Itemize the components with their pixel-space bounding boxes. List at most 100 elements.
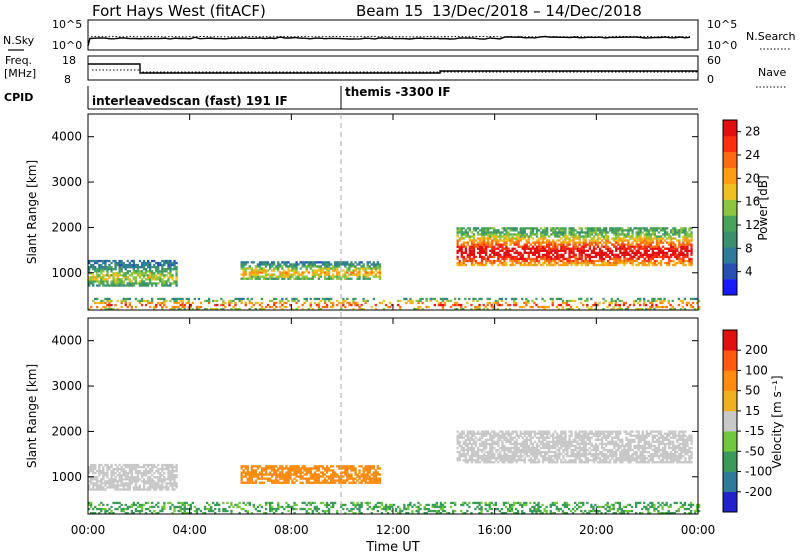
- range-cell: [615, 459, 617, 461]
- range-cell: [112, 284, 114, 286]
- range-cell: [291, 269, 293, 271]
- range-cell: [157, 276, 159, 278]
- range-cell: [587, 435, 589, 437]
- range-cell: [650, 229, 652, 231]
- range-cell: [94, 478, 96, 480]
- range-cell: [485, 445, 487, 447]
- range-cell: [348, 274, 350, 276]
- range-cell: [611, 451, 613, 453]
- range-cell: [611, 302, 613, 304]
- range-cell: [599, 457, 601, 459]
- range-cell: [585, 443, 587, 445]
- range-cell: [175, 266, 177, 268]
- range-cell: [556, 248, 558, 250]
- colorbar-block: [723, 184, 737, 200]
- range-cell: [289, 465, 291, 467]
- range-cell: [629, 304, 631, 306]
- range-cell: [577, 246, 579, 248]
- range-cell: [106, 270, 108, 272]
- range-cell: [516, 237, 518, 239]
- range-cell: [145, 300, 147, 302]
- range-cell: [287, 480, 289, 482]
- range-cell: [672, 246, 674, 248]
- range-cell: [167, 464, 169, 466]
- range-cell: [461, 233, 463, 235]
- range-cell: [509, 239, 511, 241]
- range-cell: [287, 276, 289, 278]
- range-cell: [271, 269, 273, 271]
- range-cell: [607, 242, 609, 244]
- range-cell: [566, 441, 568, 443]
- range-cell: [585, 246, 587, 248]
- range-cell: [354, 274, 356, 276]
- range-cell: [538, 445, 540, 447]
- range-cell: [564, 252, 566, 254]
- range-cell: [465, 435, 467, 437]
- range-cell: [310, 471, 312, 473]
- range-cell: [579, 453, 581, 455]
- range-cell: [241, 274, 243, 276]
- range-cell: [595, 227, 597, 229]
- range-cell: [560, 431, 562, 433]
- range-cell: [609, 258, 611, 260]
- range-cell: [90, 278, 92, 280]
- range-cell: [595, 449, 597, 451]
- range-cell: [597, 239, 599, 241]
- range-cell: [285, 263, 287, 265]
- range-cell: [638, 262, 640, 264]
- range-cell: [585, 258, 587, 260]
- range-cell: [530, 250, 532, 252]
- range-cell: [131, 274, 133, 276]
- range-cell: [119, 268, 121, 270]
- range-cell: [524, 248, 526, 250]
- range-cell: [495, 449, 497, 451]
- range-cell: [371, 478, 373, 480]
- range-cell: [143, 480, 145, 482]
- range-cell: [320, 269, 322, 271]
- range-cell: [597, 227, 599, 229]
- range-cell: [446, 300, 448, 302]
- range-cell: [656, 252, 658, 254]
- range-cell: [320, 276, 322, 278]
- range-cell: [208, 298, 210, 300]
- range-cell: [175, 484, 177, 486]
- range-cell: [575, 457, 577, 459]
- range-cell: [499, 260, 501, 262]
- range-cell: [479, 250, 481, 252]
- range-cell: [607, 461, 609, 463]
- range-cell: [524, 246, 526, 248]
- range-cell: [640, 256, 642, 258]
- range-cell: [295, 298, 297, 300]
- range-cell: [646, 239, 648, 241]
- range-cell: [558, 258, 560, 260]
- range-cell: [623, 256, 625, 258]
- range-cell: [483, 264, 485, 266]
- range-cell: [324, 278, 326, 280]
- range-cell: [255, 475, 257, 477]
- range-cell: [263, 271, 265, 273]
- range-cell: [546, 256, 548, 258]
- range-cell: [365, 467, 367, 469]
- range-cell: [597, 445, 599, 447]
- range-cell: [688, 229, 690, 231]
- range-cell: [538, 254, 540, 256]
- range-cell: [90, 480, 92, 482]
- range-cell: [516, 453, 518, 455]
- range-cell: [636, 260, 638, 262]
- range-cell: [615, 235, 617, 237]
- range-cell: [501, 304, 503, 306]
- range-cell: [514, 229, 516, 231]
- range-cell: [273, 274, 275, 276]
- range-cell: [623, 235, 625, 237]
- range-cell: [680, 300, 682, 302]
- range-cell: [532, 449, 534, 451]
- range-cell: [619, 260, 621, 262]
- range-cell: [318, 480, 320, 482]
- range-cell: [640, 229, 642, 231]
- range-cell: [601, 256, 603, 258]
- range-cell: [483, 239, 485, 241]
- range-cell: [161, 466, 163, 468]
- range-cell: [499, 437, 501, 439]
- range-cell: [348, 267, 350, 269]
- range-cell: [241, 465, 243, 467]
